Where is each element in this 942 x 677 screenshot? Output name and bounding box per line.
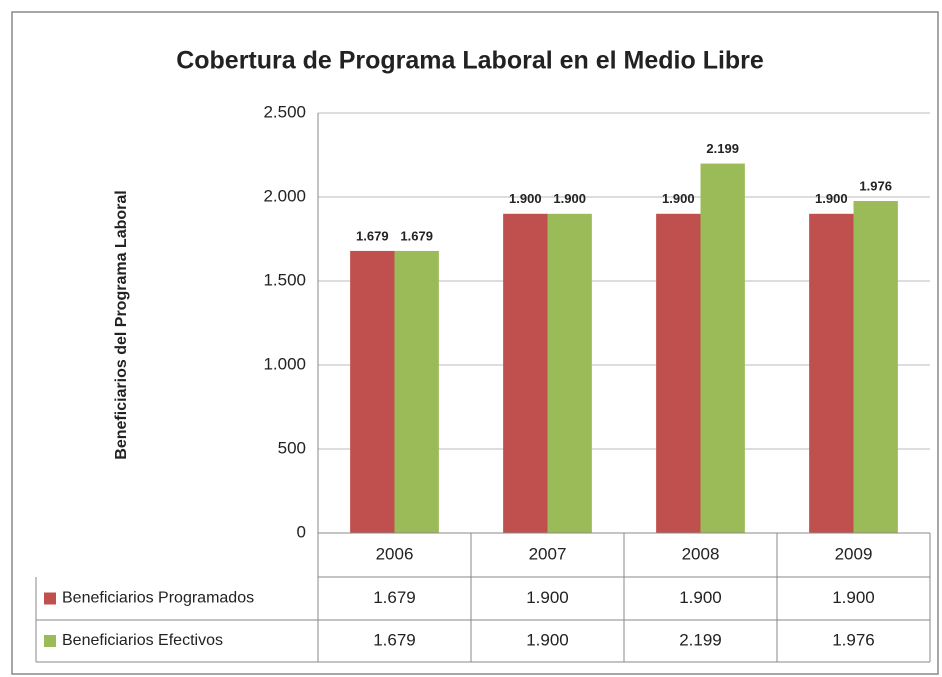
table-cell: 1.900 (679, 588, 722, 607)
y-tick-label: 2.000 (263, 186, 306, 205)
chart-title: Cobertura de Programa Laboral en el Medi… (176, 47, 764, 75)
data-label: 1.900 (553, 191, 586, 206)
data-label: 1.900 (815, 191, 848, 206)
legend-key (44, 592, 56, 605)
y-axis-label: Beneficiarios del Programa Laboral (113, 190, 130, 459)
data-label: 1.679 (356, 228, 389, 243)
chart-frame (11, 11, 939, 675)
bar (394, 250, 439, 534)
x-tick-label: 2009 (835, 544, 873, 563)
y-tick-label: 500 (278, 438, 306, 457)
y-tick-label: 1.500 (263, 270, 306, 289)
table-cell: 1.679 (373, 630, 416, 649)
data-label: 1.976 (859, 178, 892, 193)
table-cell: 1.900 (526, 588, 569, 607)
bar (809, 213, 854, 534)
data-label: 2.199 (706, 141, 739, 156)
legend-key (44, 635, 56, 647)
table-cell: 1.900 (526, 630, 569, 649)
data-label: 1.900 (509, 191, 542, 206)
x-tick-label: 2008 (682, 544, 720, 563)
x-tick-label: 2007 (529, 544, 567, 563)
bar (853, 201, 898, 534)
table-cell: 1.976 (832, 630, 875, 649)
bar (350, 250, 395, 534)
bar (656, 213, 701, 534)
y-tick-label: 2.500 (263, 102, 306, 121)
bar (503, 213, 548, 534)
table-cell: 2.199 (679, 630, 722, 649)
y-tick-label: 0 (297, 522, 306, 541)
bar (700, 163, 745, 533)
legend-label: Beneficiarios Efectivos (62, 632, 223, 649)
data-label: 1.900 (662, 191, 695, 206)
x-tick-label: 2006 (376, 544, 414, 563)
data-label: 1.679 (400, 228, 433, 243)
table-cell: 1.679 (373, 588, 416, 607)
table-cell: 1.900 (832, 588, 875, 607)
bar (547, 213, 592, 534)
y-tick-label: 1.000 (263, 354, 306, 373)
legend-label: Beneficiarios Programados (62, 590, 254, 607)
